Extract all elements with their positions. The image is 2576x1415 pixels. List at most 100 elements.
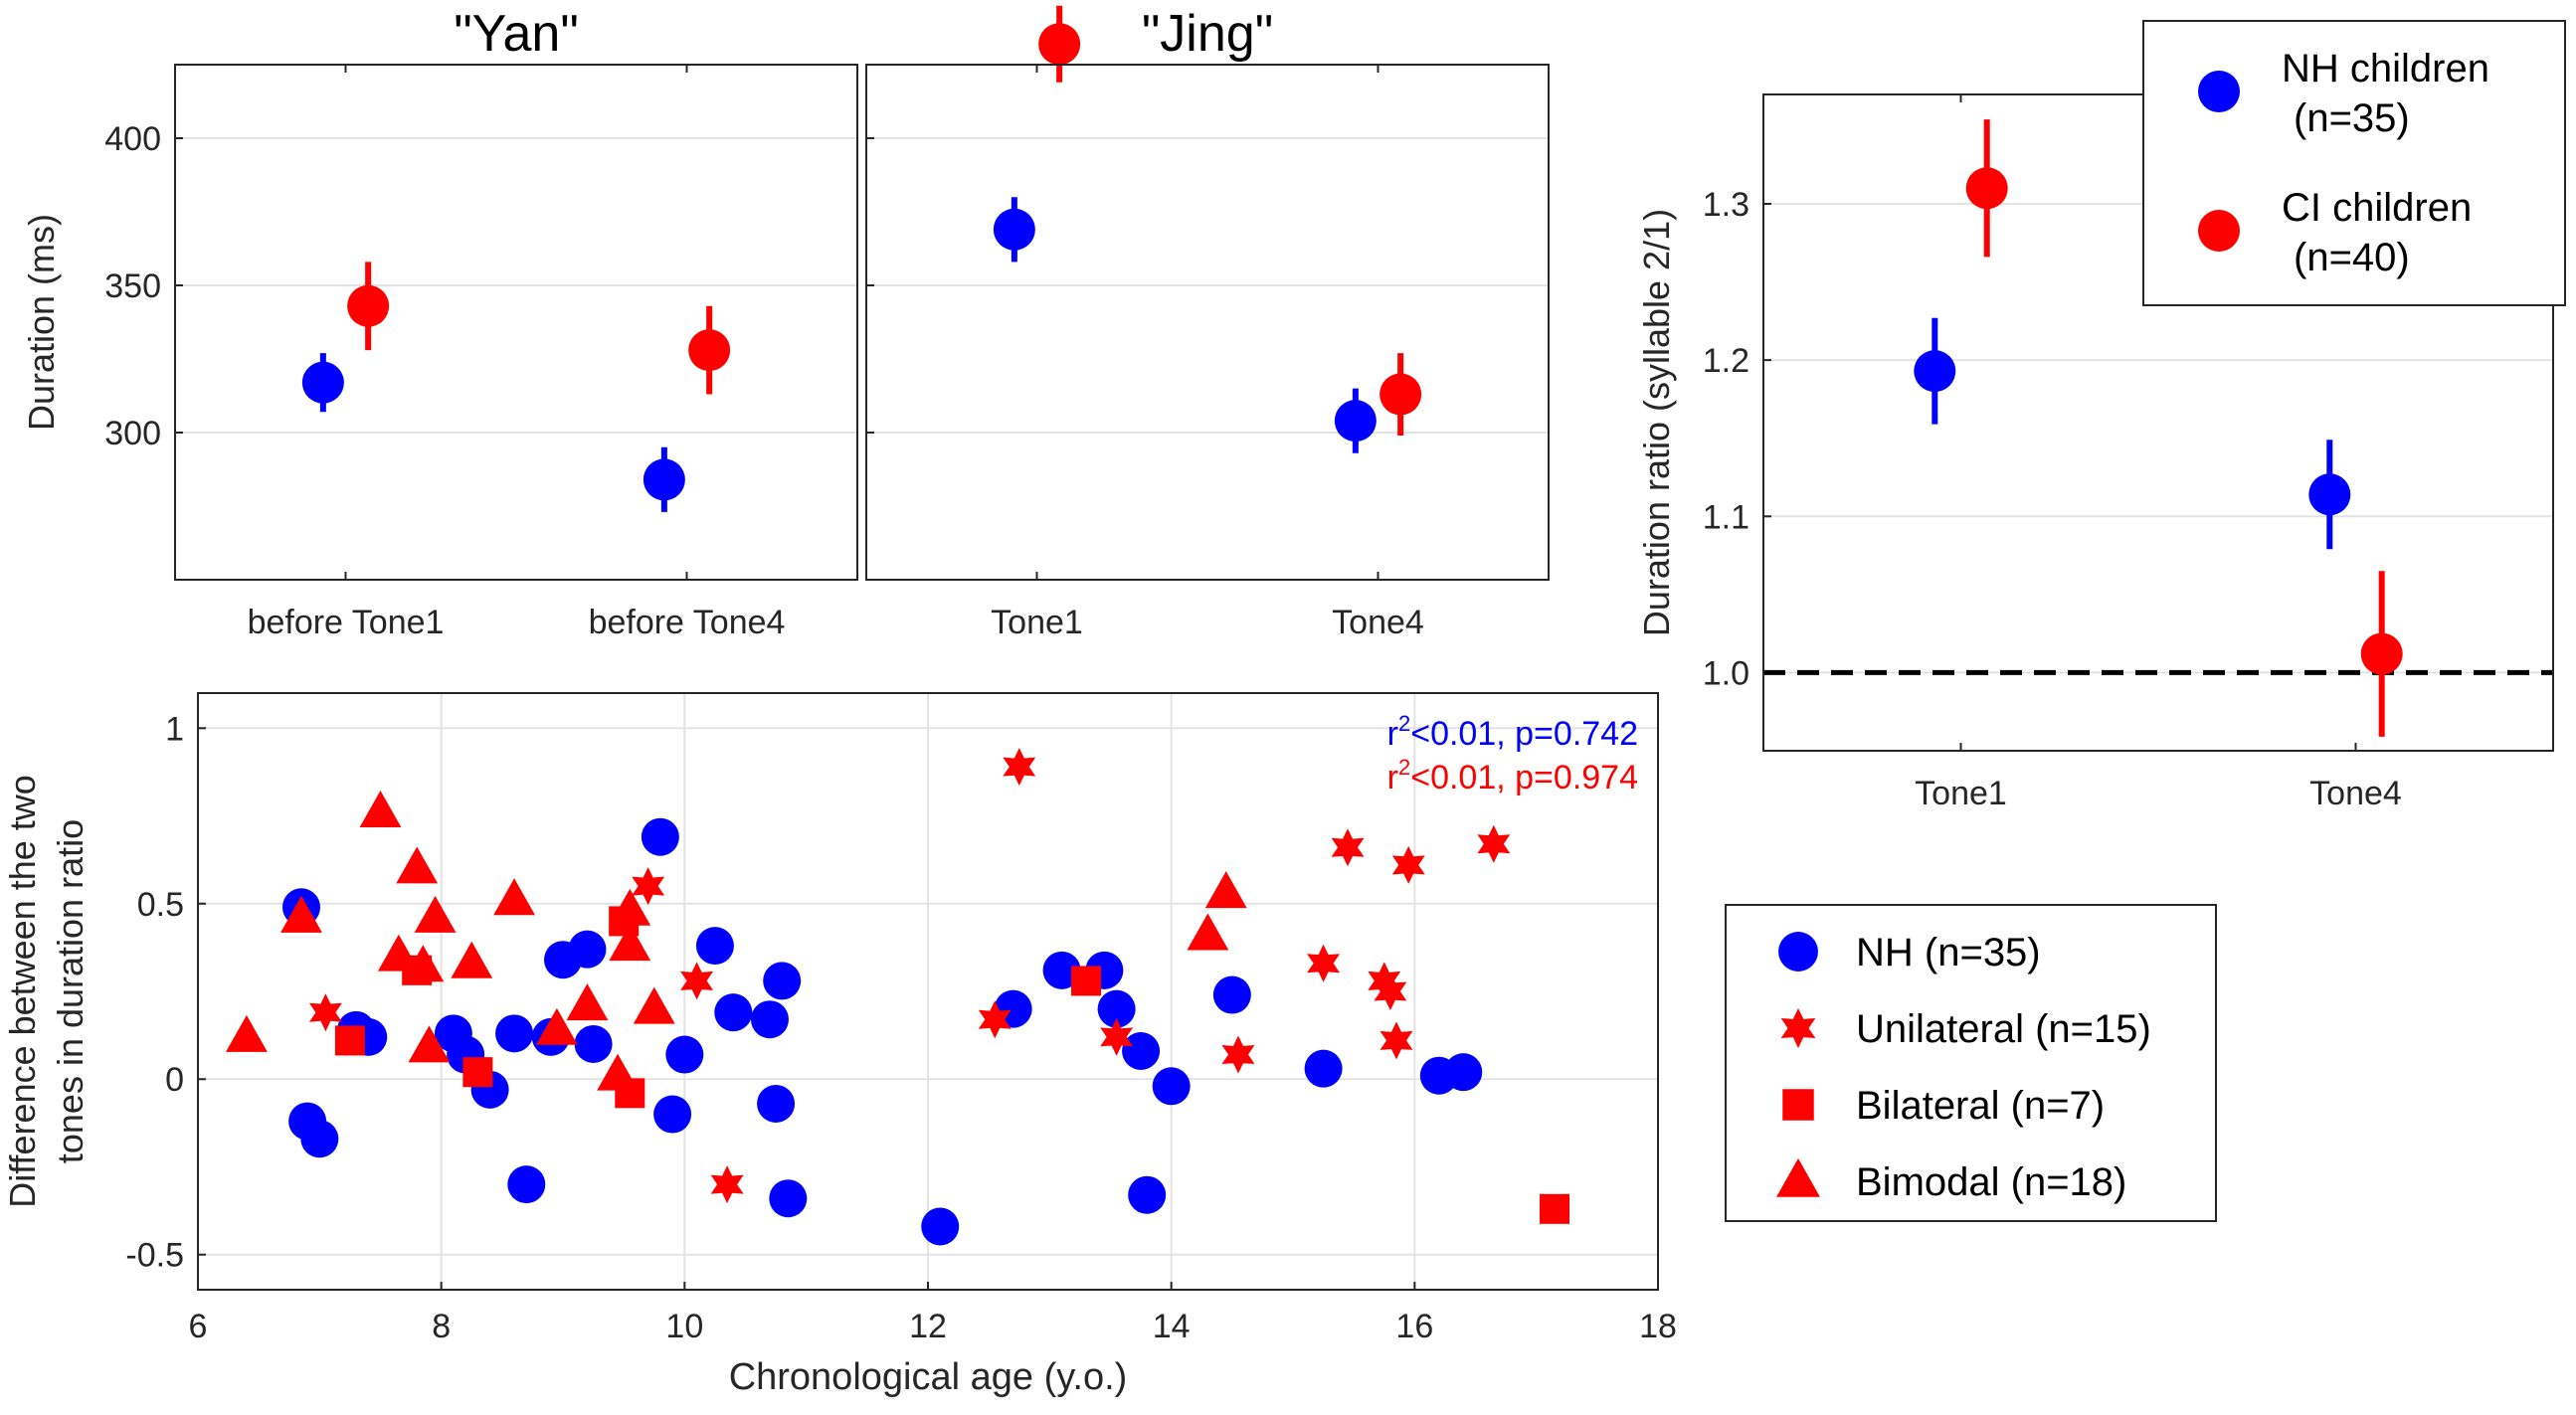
legend-sublabel: (n=40) bbox=[2294, 236, 2410, 279]
data-point-star bbox=[1374, 973, 1407, 1010]
data-point-circle bbox=[653, 1095, 692, 1134]
x-tick-label: 12 bbox=[909, 1308, 947, 1345]
y-tick-label: 1.0 bbox=[1703, 654, 1749, 692]
x-tick-label: 8 bbox=[432, 1308, 451, 1345]
legend-marker-triangle bbox=[1776, 1157, 1820, 1197]
data-point-circle bbox=[574, 1024, 613, 1063]
x-tick-label: before Tone4 bbox=[589, 604, 786, 641]
data-point-triangle bbox=[402, 945, 445, 982]
data-point bbox=[688, 329, 731, 372]
data-point-circle bbox=[750, 1000, 789, 1039]
legend-marker-star bbox=[1780, 1008, 1816, 1048]
data-point-triangle bbox=[493, 878, 535, 916]
data-point-circle bbox=[495, 1014, 534, 1053]
stats-annotation: r2<0.01, p=0.974 bbox=[1387, 755, 1638, 796]
y-tick-label: 0 bbox=[165, 1061, 184, 1099]
data-point-triangle bbox=[280, 895, 322, 933]
data-point-circle bbox=[921, 1207, 960, 1246]
data-point-circle bbox=[568, 930, 607, 969]
legend: NH (n=35) Unilateral (n=15) Bilateral (n=7… bbox=[1725, 904, 2217, 1222]
legend-marker bbox=[2198, 210, 2240, 252]
x-tick-label: Tone1 bbox=[991, 604, 1083, 641]
data-point-triangle bbox=[597, 1053, 639, 1091]
data-point-star bbox=[309, 993, 342, 1032]
y-tick-label: 300 bbox=[104, 415, 161, 452]
x-tick-label: Tone4 bbox=[1332, 604, 1424, 641]
annotation-text: <0.01, p=0.974 bbox=[1410, 759, 1638, 796]
x-tick-label: 16 bbox=[1395, 1308, 1433, 1345]
panel-title: "Jing" bbox=[1142, 5, 1273, 63]
legend-label: NH (n=35) bbox=[1856, 931, 2041, 974]
data-point bbox=[993, 208, 1035, 251]
legend-box bbox=[2142, 20, 2566, 306]
legend-label: Bimodal (n=18) bbox=[1856, 1160, 2126, 1204]
data-point-triangle bbox=[1204, 871, 1247, 909]
data-point-star bbox=[1221, 1035, 1255, 1074]
x-tick-label: 18 bbox=[1639, 1308, 1677, 1345]
data-point-star bbox=[680, 962, 713, 1000]
y-axis-label-line: Difference between the two bbox=[2, 775, 43, 1208]
data-point-triangle bbox=[226, 1014, 268, 1052]
data-point-circle bbox=[507, 1165, 546, 1204]
data-point-star bbox=[1477, 824, 1511, 863]
axes-jing: Tone1 Tone4 "Jing" bbox=[865, 5, 1550, 641]
legend-label: CI children bbox=[2282, 186, 2472, 230]
annotation-superscript: 2 bbox=[1398, 711, 1410, 736]
data-point-circle bbox=[1304, 1049, 1343, 1088]
panel-title: "Yan" bbox=[454, 5, 579, 63]
data-point bbox=[1965, 167, 2008, 210]
annotation-text: <0.01, p=0.742 bbox=[1410, 715, 1638, 753]
axes-box bbox=[197, 692, 1659, 1291]
data-point-star bbox=[1003, 748, 1036, 787]
data-point-triangle bbox=[633, 986, 675, 1024]
data-point-circle bbox=[757, 1084, 796, 1123]
data-point-triangle bbox=[396, 846, 439, 884]
y-tick-label: 400 bbox=[104, 120, 161, 158]
data-point-triangle bbox=[408, 1025, 451, 1063]
y-tick-label: 1.1 bbox=[1703, 498, 1749, 536]
data-point bbox=[301, 361, 344, 404]
data-point-circle bbox=[1152, 1067, 1191, 1106]
legend-label: Unilateral (n=15) bbox=[1856, 1007, 2151, 1051]
data-point bbox=[1914, 350, 1956, 393]
legend-label: NH children bbox=[2282, 47, 2489, 90]
annotation-superscript: 2 bbox=[1398, 755, 1410, 780]
data-point-triangle bbox=[535, 1007, 578, 1045]
data-point-circle bbox=[1097, 989, 1136, 1028]
axes-yan: 300 350 400 before Tone1 before Tone4 "Yan" Du… bbox=[21, 5, 858, 641]
data-point bbox=[1380, 373, 1422, 416]
legend-marker-circle bbox=[1778, 932, 1818, 972]
axes-box bbox=[865, 64, 1550, 581]
data-point-triangle bbox=[377, 934, 420, 972]
data-point-circle bbox=[769, 1179, 808, 1218]
data-point-star bbox=[1331, 828, 1365, 867]
stats-annotation: r2<0.01, p=0.742 bbox=[1387, 711, 1638, 753]
y-axis-label-line: tones in duration ratio bbox=[50, 819, 91, 1163]
data-point-circle bbox=[665, 1035, 704, 1074]
data-point-triangle bbox=[566, 983, 609, 1021]
plot-area bbox=[866, 65, 1549, 580]
x-tick-label: Tone4 bbox=[2309, 775, 2402, 812]
legend-marker bbox=[2198, 71, 2240, 112]
data-point-circle bbox=[641, 817, 679, 856]
axes-ratio: 1.0 1.1 1.2 1.3 Tone1 Tone4 Duration ratio (sy… bbox=[1636, 20, 2566, 812]
data-point-square bbox=[1071, 966, 1102, 996]
data-point-triangle bbox=[609, 888, 651, 926]
plot-area bbox=[175, 65, 857, 580]
axes-age: 6 8 10 12 14 16 18 -0.5 0 0.5 1 Chronological age (… bbox=[2, 692, 2217, 1398]
data-point-triangle bbox=[414, 895, 457, 933]
data-point bbox=[2360, 632, 2403, 675]
y-tick-label: 1 bbox=[165, 710, 184, 748]
data-point-triangle bbox=[451, 941, 493, 978]
data-point-star bbox=[632, 867, 665, 906]
axes-box bbox=[174, 64, 858, 581]
data-point-circle bbox=[763, 962, 802, 1000]
data-point bbox=[1334, 400, 1377, 442]
data-point bbox=[347, 284, 390, 327]
data-point bbox=[2308, 473, 2351, 516]
data-point-star bbox=[710, 1165, 744, 1204]
data-point-circle bbox=[1212, 975, 1251, 1014]
data-point-circle bbox=[1128, 1175, 1167, 1214]
y-tick-label: 350 bbox=[104, 267, 161, 305]
data-point-star bbox=[978, 1000, 1012, 1039]
